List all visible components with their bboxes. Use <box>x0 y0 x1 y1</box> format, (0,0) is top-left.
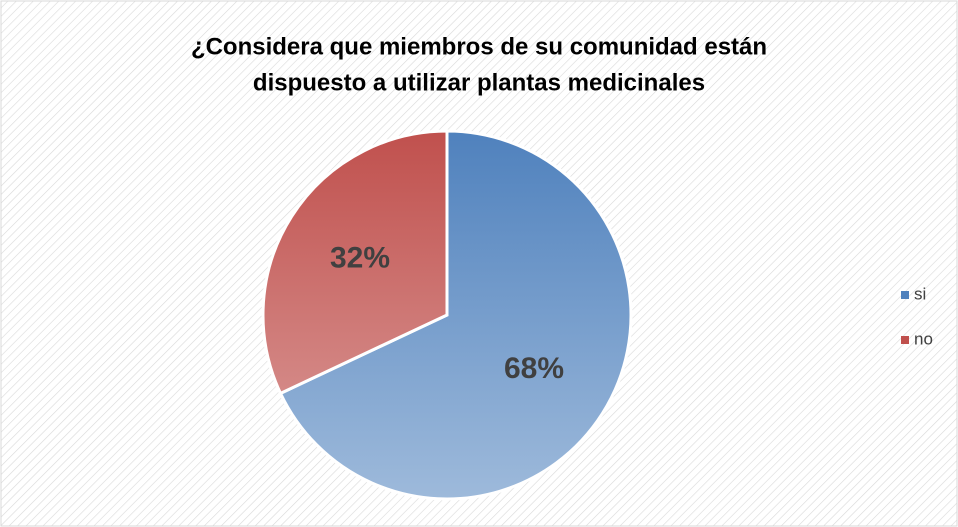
legend-label: no <box>914 329 933 348</box>
chart-title: dispuesto a utilizar plantas medicinales <box>253 69 705 96</box>
chart-title: ¿Considera que miembros de su comunidad … <box>191 33 767 60</box>
pie-slice <box>261 129 449 396</box>
data-label: 32% <box>330 242 390 275</box>
legend-swatch <box>901 336 909 344</box>
data-label: 68% <box>504 352 564 385</box>
legend-swatch <box>901 291 909 299</box>
legend-label: si <box>914 284 926 303</box>
pie-slice <box>278 129 633 501</box>
